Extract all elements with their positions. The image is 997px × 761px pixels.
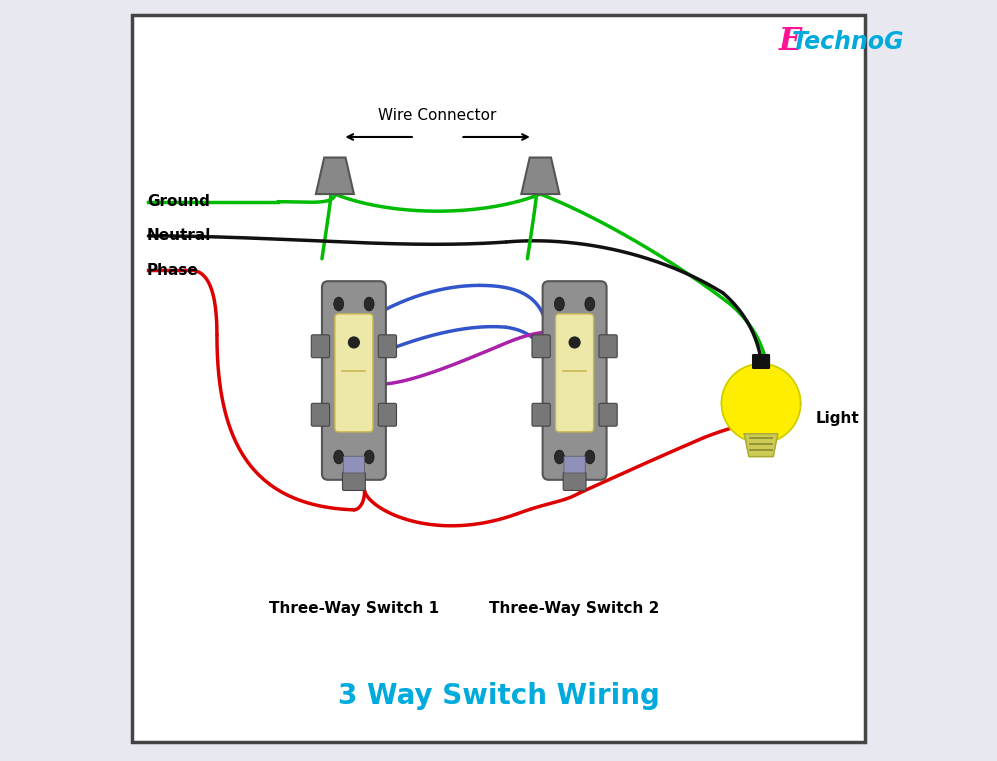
FancyBboxPatch shape — [378, 403, 397, 426]
Text: Neutral: Neutral — [147, 228, 211, 244]
FancyBboxPatch shape — [343, 456, 365, 473]
Ellipse shape — [334, 297, 344, 310]
FancyBboxPatch shape — [322, 281, 386, 480]
Ellipse shape — [554, 451, 564, 463]
Polygon shape — [316, 158, 354, 194]
FancyBboxPatch shape — [753, 355, 770, 368]
Text: E: E — [779, 27, 802, 57]
FancyBboxPatch shape — [343, 472, 365, 490]
FancyBboxPatch shape — [311, 403, 330, 426]
Ellipse shape — [334, 451, 344, 463]
Polygon shape — [745, 434, 778, 457]
FancyBboxPatch shape — [378, 335, 397, 358]
Circle shape — [568, 336, 580, 349]
Text: Ground: Ground — [147, 194, 209, 209]
Polygon shape — [722, 364, 801, 443]
FancyBboxPatch shape — [599, 335, 617, 358]
Text: TechnoG: TechnoG — [792, 30, 904, 54]
FancyBboxPatch shape — [555, 314, 593, 432]
Text: Wire Connector: Wire Connector — [379, 108, 497, 123]
Text: Phase: Phase — [147, 263, 198, 278]
FancyBboxPatch shape — [563, 472, 586, 490]
Ellipse shape — [364, 297, 374, 310]
FancyBboxPatch shape — [311, 335, 330, 358]
Text: Light: Light — [816, 411, 859, 426]
FancyBboxPatch shape — [564, 456, 585, 473]
Ellipse shape — [364, 451, 374, 463]
Circle shape — [348, 336, 360, 349]
FancyBboxPatch shape — [599, 403, 617, 426]
Ellipse shape — [554, 297, 564, 310]
Polygon shape — [521, 158, 559, 194]
Text: Three-Way Switch 1: Three-Way Switch 1 — [269, 601, 439, 616]
FancyBboxPatch shape — [532, 403, 550, 426]
FancyBboxPatch shape — [542, 281, 606, 480]
Text: Three-Way Switch 2: Three-Way Switch 2 — [490, 601, 660, 616]
Ellipse shape — [585, 297, 595, 310]
Ellipse shape — [585, 451, 595, 463]
Text: 3 Way Switch Wiring: 3 Way Switch Wiring — [338, 683, 659, 710]
FancyBboxPatch shape — [335, 314, 373, 432]
FancyBboxPatch shape — [532, 335, 550, 358]
